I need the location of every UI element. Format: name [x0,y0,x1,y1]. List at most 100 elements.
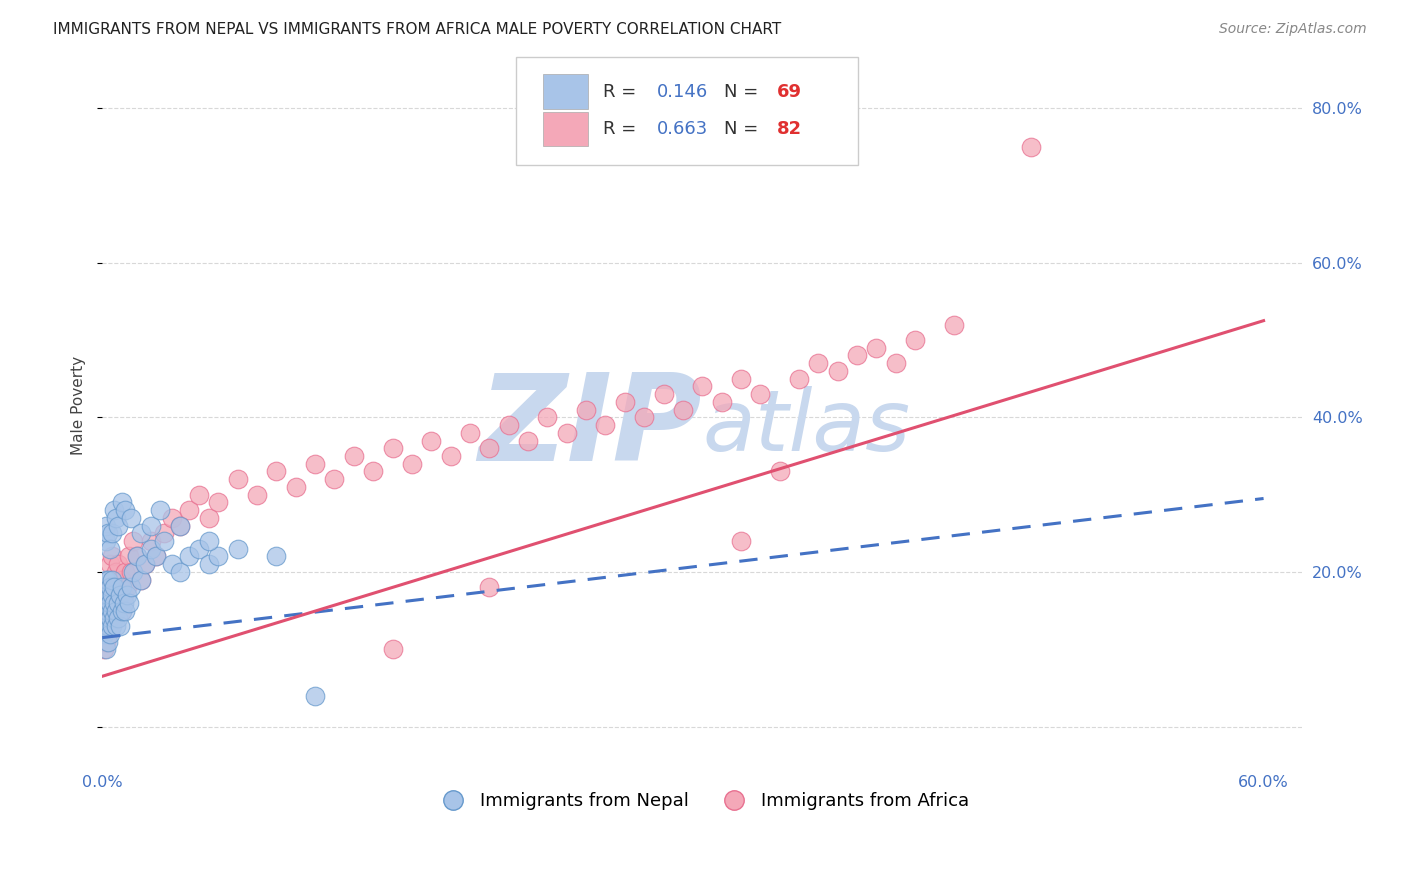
Point [118,596,141,610]
Text: R =: R = [603,83,641,101]
Point [104,596,127,610]
Text: 0.663: 0.663 [657,120,707,138]
Point [160,511,183,525]
Point [104,511,127,525]
Point [139,534,162,549]
Point [97,627,120,641]
Point [94,642,117,657]
Point [884,356,907,370]
Point [197,558,219,572]
Point [188,488,211,502]
Point [169,518,191,533]
Point [555,425,578,440]
Point [101,611,124,625]
Point [420,434,443,448]
Point [865,341,887,355]
Point [93,611,115,625]
Point [103,573,125,587]
Bar [543,74,588,109]
Point [169,565,191,579]
Point [93,611,115,625]
Text: IMMIGRANTS FROM NEPAL VS IMMIGRANTS FROM AFRICA MALE POVERTY CORRELATION CHART: IMMIGRANTS FROM NEPAL VS IMMIGRANTS FROM… [53,22,782,37]
Point [94,604,117,618]
Point [98,558,121,572]
Point [787,372,810,386]
Point [942,318,965,332]
Point [536,410,558,425]
Point [94,588,117,602]
Point [93,596,115,610]
Point [117,581,139,595]
Point [226,541,249,556]
Point [120,511,142,525]
Point [94,534,117,549]
Bar [543,112,588,146]
Point [93,627,115,641]
Point [807,356,830,370]
Text: Source: ZipAtlas.com: Source: ZipAtlas.com [1219,22,1367,37]
Point [120,565,142,579]
Text: R =: R = [603,120,641,138]
Point [517,434,540,448]
Point [94,581,117,595]
Point [125,549,148,564]
Text: 0.146: 0.146 [657,83,707,101]
Point [401,457,423,471]
Point [769,465,792,479]
Point [94,619,117,633]
Point [207,495,229,509]
Point [101,526,124,541]
Point [118,549,141,564]
Point [266,549,288,564]
Point [381,442,404,456]
Text: N =: N = [724,83,763,101]
Point [114,604,136,618]
Point [145,549,167,564]
Point [103,611,125,625]
Point [98,541,121,556]
Point [1019,139,1042,153]
Point [107,558,129,572]
Point [104,565,127,579]
Point [188,541,211,556]
Point [97,526,120,541]
Point [381,642,404,657]
Point [458,425,481,440]
Point [112,588,135,602]
Point [97,634,120,648]
Point [633,410,655,425]
Point [120,581,142,595]
Point [114,565,136,579]
Point [129,573,152,587]
Point [595,418,617,433]
Point [97,596,120,610]
Point [108,619,131,633]
Point [246,488,269,502]
Point [266,465,288,479]
Point [108,588,131,602]
Point [122,534,145,549]
Point [97,573,120,587]
Point [94,604,117,618]
Text: atlas: atlas [702,385,910,469]
Point [112,596,135,610]
Point [107,596,129,610]
Point [160,558,183,572]
Text: ZIP: ZIP [478,368,702,486]
Point [672,402,695,417]
Point [652,387,675,401]
Point [122,565,145,579]
Point [104,604,127,618]
Point [94,573,117,587]
Point [110,604,132,618]
Point [103,581,125,595]
Point [108,581,131,595]
Point [730,534,752,549]
Point [101,588,124,602]
Point [169,518,191,533]
Point [107,611,129,625]
Point [904,333,927,347]
Point [284,480,307,494]
Point [98,619,121,633]
Point [107,518,129,533]
